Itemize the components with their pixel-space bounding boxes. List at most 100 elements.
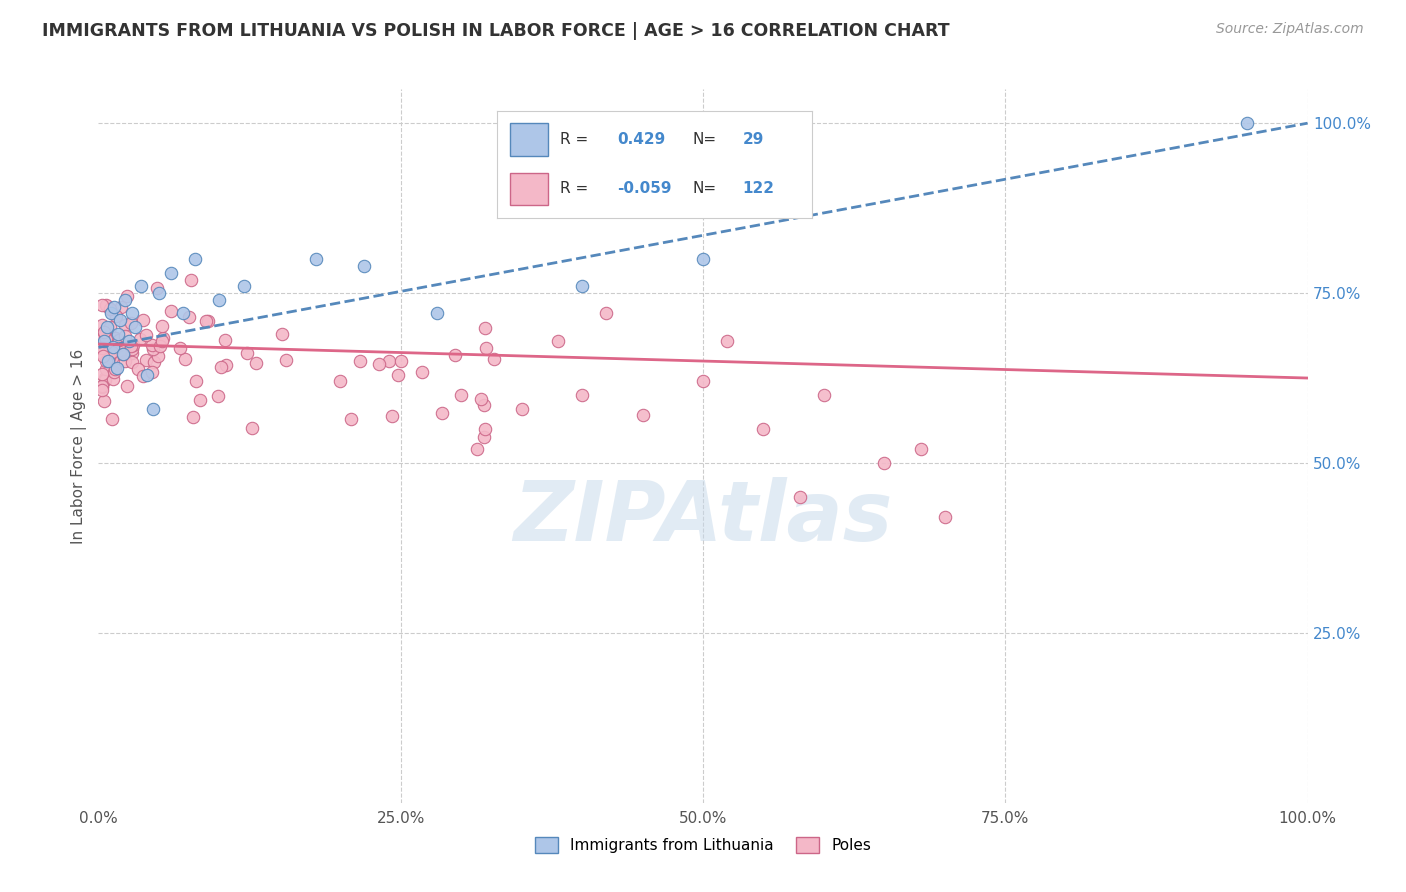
Point bbox=[387, 368, 409, 382]
Point bbox=[129, 332, 152, 346]
Point bbox=[150, 334, 173, 349]
Point bbox=[94, 342, 117, 356]
Point bbox=[146, 281, 169, 295]
Point bbox=[97, 354, 120, 368]
Point bbox=[174, 351, 197, 366]
Point bbox=[214, 334, 236, 348]
Point bbox=[474, 341, 496, 355]
Point bbox=[135, 327, 157, 342]
Point bbox=[108, 313, 131, 327]
Point bbox=[121, 338, 143, 352]
Point bbox=[121, 306, 143, 320]
Point bbox=[692, 252, 714, 266]
Text: IMMIGRANTS FROM LITHUANIA VS POLISH IN LABOR FORCE | AGE > 16 CORRELATION CHART: IMMIGRANTS FROM LITHUANIA VS POLISH IN L… bbox=[42, 22, 950, 40]
Point bbox=[179, 310, 201, 325]
Point bbox=[103, 361, 125, 376]
Point bbox=[121, 355, 143, 369]
Point bbox=[115, 289, 138, 303]
Point bbox=[114, 318, 136, 332]
Point bbox=[188, 392, 211, 407]
Point bbox=[910, 442, 932, 457]
Point bbox=[571, 388, 593, 402]
Point bbox=[141, 337, 163, 351]
Point bbox=[112, 347, 135, 361]
Point bbox=[91, 379, 114, 393]
Point bbox=[93, 370, 115, 384]
Point bbox=[377, 354, 399, 368]
Point bbox=[101, 344, 124, 359]
Point bbox=[465, 442, 488, 456]
Text: Source: ZipAtlas.com: Source: ZipAtlas.com bbox=[1216, 22, 1364, 37]
Point bbox=[305, 252, 328, 266]
Point bbox=[114, 329, 136, 343]
Point bbox=[100, 411, 122, 425]
Point bbox=[160, 266, 183, 280]
Point bbox=[101, 341, 124, 355]
Point bbox=[107, 326, 129, 341]
Point bbox=[100, 346, 122, 360]
Point bbox=[181, 410, 204, 425]
Point bbox=[121, 343, 143, 357]
Point bbox=[245, 356, 267, 370]
Point bbox=[450, 388, 472, 402]
Point bbox=[118, 334, 141, 348]
Point bbox=[120, 316, 142, 330]
Point bbox=[100, 302, 122, 317]
Point bbox=[105, 360, 128, 375]
Point bbox=[148, 350, 170, 364]
Point bbox=[110, 300, 132, 314]
Point bbox=[121, 339, 143, 353]
Point bbox=[124, 320, 146, 334]
Point bbox=[108, 338, 131, 352]
Point bbox=[94, 298, 117, 312]
Point bbox=[353, 259, 375, 273]
Point bbox=[195, 314, 218, 328]
Point bbox=[172, 306, 194, 320]
Point bbox=[152, 331, 174, 345]
Point bbox=[631, 409, 654, 423]
Y-axis label: In Labor Force | Age > 16: In Labor Force | Age > 16 bbox=[72, 349, 87, 543]
Point bbox=[242, 420, 264, 434]
Point bbox=[149, 338, 172, 352]
Point bbox=[132, 369, 155, 384]
Point bbox=[135, 368, 157, 382]
Point bbox=[169, 341, 191, 355]
Point bbox=[152, 318, 174, 333]
Point bbox=[98, 350, 121, 364]
Point bbox=[160, 303, 183, 318]
Legend: Immigrants from Lithuania, Poles: Immigrants from Lithuania, Poles bbox=[529, 831, 877, 859]
Point bbox=[411, 365, 433, 379]
Point bbox=[340, 412, 363, 426]
Point bbox=[430, 406, 453, 420]
Point bbox=[349, 353, 371, 368]
Point bbox=[127, 362, 149, 376]
Point bbox=[96, 299, 118, 313]
Point bbox=[208, 293, 231, 307]
Point bbox=[472, 430, 495, 444]
Point bbox=[389, 354, 412, 368]
Point bbox=[270, 326, 292, 341]
Point bbox=[104, 331, 127, 345]
Point bbox=[91, 331, 114, 345]
Point bbox=[329, 375, 352, 389]
Point bbox=[91, 338, 114, 352]
Point bbox=[472, 398, 495, 412]
Point bbox=[100, 349, 122, 363]
Point bbox=[91, 380, 114, 394]
Point bbox=[114, 293, 136, 307]
Point bbox=[96, 362, 118, 376]
Point bbox=[135, 353, 157, 368]
Point bbox=[444, 348, 467, 362]
Point bbox=[132, 313, 155, 327]
Text: ZIPAtlas: ZIPAtlas bbox=[513, 477, 893, 558]
Point bbox=[367, 357, 389, 371]
Point bbox=[180, 273, 202, 287]
Point bbox=[207, 389, 229, 403]
Point bbox=[94, 335, 117, 350]
Point bbox=[873, 456, 896, 470]
Point bbox=[184, 252, 207, 266]
Point bbox=[184, 374, 207, 388]
Point bbox=[595, 306, 617, 320]
Point bbox=[115, 378, 138, 392]
Point bbox=[91, 345, 114, 359]
